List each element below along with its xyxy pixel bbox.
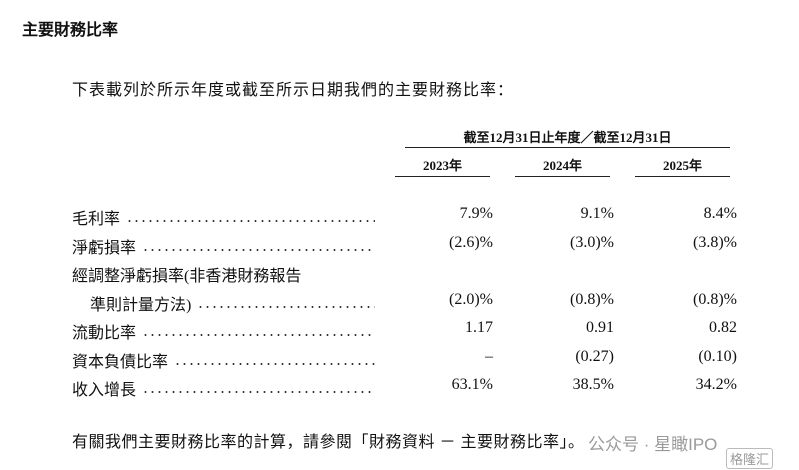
- row-label: 資本負債比率: [72, 353, 169, 371]
- dot-leader: [126, 220, 375, 222]
- column-rule: [515, 176, 610, 177]
- row-label: 經調整淨虧損率(非香港財務報告: [72, 268, 302, 285]
- dot-leader: [197, 305, 375, 308]
- cell-value: 0.91: [586, 319, 614, 336]
- footer-text: 有關我們主要財務比率的計算，請參閱「財務資料 － 主要財務比率」。: [72, 434, 585, 451]
- cell-value: (0.8)%: [693, 290, 737, 308]
- section-heading: 主要財務比率: [22, 22, 119, 39]
- dot-leader: [142, 391, 375, 393]
- row-label: 準則計量方法): [90, 296, 192, 314]
- row-label: 收入增長: [72, 382, 137, 399]
- cell-value: (2.0)%: [449, 290, 493, 308]
- cell-value: 0.82: [709, 319, 737, 336]
- column-group-header: 截至12月31日止年度／截至12月31日: [463, 130, 672, 145]
- cell-value: 7.9%: [459, 205, 493, 222]
- cell-value: (0.8)%: [570, 290, 614, 308]
- cell-value: (2.6)%: [449, 233, 493, 251]
- cell-value: –: [485, 347, 493, 365]
- column-rule: [635, 176, 730, 177]
- column-header: 2023年: [422, 158, 462, 173]
- dot-leader: [142, 334, 375, 336]
- dot-leader: [174, 362, 375, 365]
- row-label: 毛利率: [72, 211, 121, 228]
- cell-value: (3.0)%: [570, 233, 614, 251]
- column-header: 2024年: [542, 158, 582, 173]
- column-header: 2025年: [662, 158, 702, 173]
- cell-value: 8.4%: [703, 205, 737, 222]
- cell-value: (3.8)%: [693, 233, 737, 251]
- watermark-account: 公众号 · 星瞰IPO: [588, 435, 718, 454]
- watermark-logo: 格隆汇: [726, 448, 774, 469]
- cell-value: (0.10): [698, 347, 737, 365]
- cell-value: 9.1%: [580, 205, 614, 222]
- cell-value: 63.1%: [451, 376, 493, 393]
- column-rule: [395, 176, 490, 177]
- row-label: 流動比率: [72, 325, 137, 342]
- header-rule: [405, 147, 730, 148]
- cell-value: 1.17: [465, 319, 493, 336]
- row-label: 淨虧損率: [72, 239, 137, 257]
- cell-value: 34.2%: [695, 376, 737, 393]
- cell-value: 38.5%: [572, 376, 614, 393]
- intro-text: 下表載列於所示年度或截至所示日期我們的主要財務比率：: [72, 82, 515, 99]
- dot-leader: [142, 248, 375, 251]
- cell-value: (0.27): [575, 347, 614, 365]
